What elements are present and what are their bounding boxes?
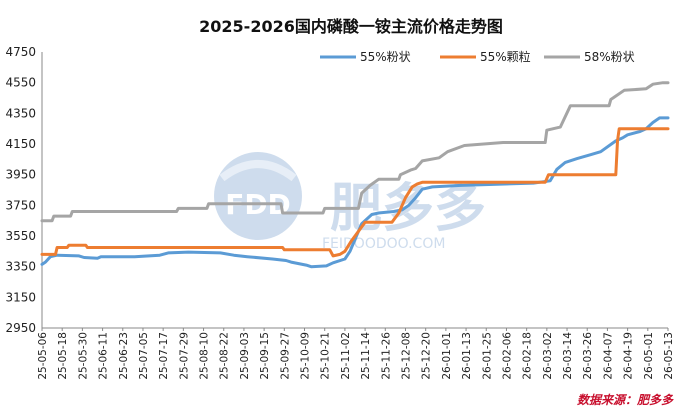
- x-tick-label: 26-04-19: [623, 332, 635, 380]
- legend-label-2: 55%颗粒: [480, 49, 531, 64]
- x-tick-label: 25-09-27: [279, 332, 291, 380]
- x-tick-label: 25-10-09: [300, 332, 312, 380]
- y-tick-label: 3550: [5, 229, 36, 243]
- x-tick-label: 26-03-02: [542, 332, 554, 380]
- x-tick-label: 25-06-11: [98, 332, 110, 380]
- y-tick-label: 4350: [5, 106, 36, 120]
- x-tick-label: 25-12-20: [421, 332, 433, 380]
- y-tick-label: 4150: [5, 137, 36, 151]
- y-tick-label: 4750: [5, 45, 36, 59]
- watermark-logo-circle: [214, 152, 302, 240]
- x-tick-label: 26-01-25: [481, 332, 493, 380]
- x-tick-label: 25-06-23: [118, 332, 130, 380]
- x-tick-label: 25-11-14: [360, 332, 372, 380]
- x-tick-label: 26-02-18: [522, 332, 534, 380]
- y-tick-label: 3350: [5, 260, 36, 274]
- x-tick-label: 25-11-26: [380, 332, 392, 380]
- source-note: 数据来源：肥多多: [577, 393, 674, 407]
- x-tick-label: 25-12-08: [400, 332, 412, 380]
- series-line-1: [40, 116, 670, 269]
- x-tick-label: 25-10-21: [320, 332, 332, 380]
- x-tick-label: 25-08-10: [199, 332, 211, 380]
- x-tick-label: 26-05-01: [643, 332, 655, 380]
- legend-label-1: 55%粉状: [360, 50, 411, 64]
- legend-label-3: 58%粉状: [584, 50, 635, 64]
- watermark-logo-wave: [219, 160, 297, 182]
- x-tick-label: 26-03-14: [562, 332, 574, 380]
- y-tick-label: 4550: [5, 76, 36, 90]
- x-tick-label: 25-05-30: [77, 332, 89, 380]
- x-tick-label: 26-03-26: [582, 332, 594, 380]
- x-tick-label: 26-02-06: [501, 332, 513, 380]
- y-tick-labels: 2950 3150 3350 3550 3750 3950 4150 4350 4550 4750: [5, 45, 36, 335]
- x-tick-label: 25-05-06: [37, 332, 49, 380]
- x-tick-label: 25-08-22: [219, 332, 231, 380]
- x-tick-label: 25-09-03: [239, 332, 251, 380]
- x-tick-labels: 25-05-06 25-05-18 25-05-30 25-06-11 25-06-23…: [37, 328, 675, 380]
- y-tick-label: 3150: [5, 290, 36, 304]
- series-line-3: [40, 81, 670, 223]
- x-tick-label: 25-11-02: [340, 332, 352, 380]
- x-tick-label: 25-05-18: [57, 332, 69, 380]
- y-tick-label: 2950: [5, 321, 36, 335]
- x-tick-label: 26-05-13: [663, 332, 675, 380]
- series-lines: [40, 81, 670, 269]
- x-tick-label: 25-09-15: [259, 332, 271, 380]
- series-line-2: [40, 127, 670, 258]
- watermark: FDD 肥多多 FEIDOODOO.COM: [214, 152, 486, 252]
- chart-title: 2025-2026国内磷酸一铵主流价格走势图: [199, 17, 503, 36]
- y-tick-label: 3950: [5, 168, 36, 182]
- x-tick-label: 25-07-05: [138, 332, 150, 380]
- legend: 55%粉状 55%颗粒 58%粉状: [320, 49, 635, 64]
- x-tick-label: 26-04-07: [602, 332, 614, 380]
- x-tick-label: 25-07-29: [178, 332, 190, 380]
- y-tick-label: 3750: [5, 198, 36, 212]
- x-tick-label: 25-07-17: [158, 332, 170, 380]
- watermark-url-text: FEIDOODOO.COM: [322, 236, 445, 252]
- x-tick-label: 26-01-01: [441, 332, 453, 380]
- x-tick-label: 26-01-13: [461, 332, 473, 380]
